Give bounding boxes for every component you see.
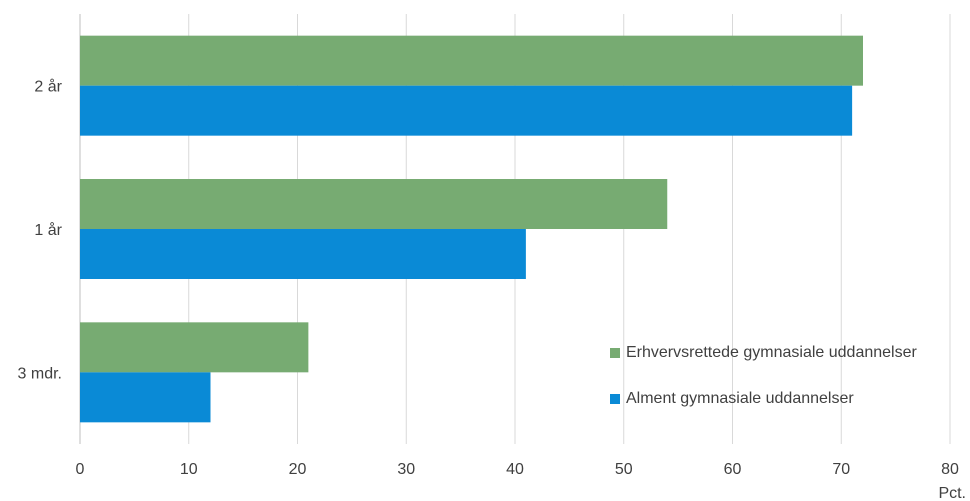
- bar-alment: [80, 372, 211, 423]
- legend-item: Erhvervsrettede gymnasiale uddannelser: [610, 342, 917, 364]
- category-label: 3 mdr.: [18, 365, 62, 382]
- legend-swatch-erhverv: [610, 348, 620, 358]
- category-label: 2 år: [34, 78, 62, 96]
- bar-erhverv: [80, 35, 863, 86]
- category-labels: 3 mdr. 1 år 2 år: [18, 78, 63, 383]
- x-tick-label: 80: [941, 461, 959, 478]
- x-tick-label: 0: [76, 461, 85, 478]
- x-tick-label: 60: [724, 461, 742, 478]
- bar-erhverv: [80, 322, 309, 373]
- x-unit-label: Pct.: [938, 485, 966, 501]
- x-tick-label: 10: [180, 461, 198, 478]
- category-label: 1 år: [34, 221, 62, 239]
- x-tick-label: 40: [506, 461, 524, 478]
- bar-erhverv: [80, 179, 668, 229]
- x-tick-label: 30: [397, 461, 415, 478]
- legend-label-alment: Alment gymnasiale uddannelser: [626, 390, 854, 407]
- bar-alment: [80, 229, 526, 279]
- legend-item: Alment gymnasiale uddannelser: [610, 388, 917, 410]
- bars: [80, 35, 863, 423]
- x-tick-label: 50: [615, 461, 633, 478]
- legend-swatch-alment: [610, 394, 620, 404]
- x-tick-label: 20: [289, 461, 307, 478]
- x-tick-label: 70: [832, 461, 850, 478]
- legend-label-erhverv: Erhvervsrettede gymnasiale uddannelser: [626, 344, 917, 361]
- x-tick-labels: 0 10 20 30 40 50 60 70 80: [76, 461, 959, 478]
- bar-alment: [80, 85, 853, 136]
- legend: Erhvervsrettede gymnasiale uddannelser A…: [610, 342, 917, 434]
